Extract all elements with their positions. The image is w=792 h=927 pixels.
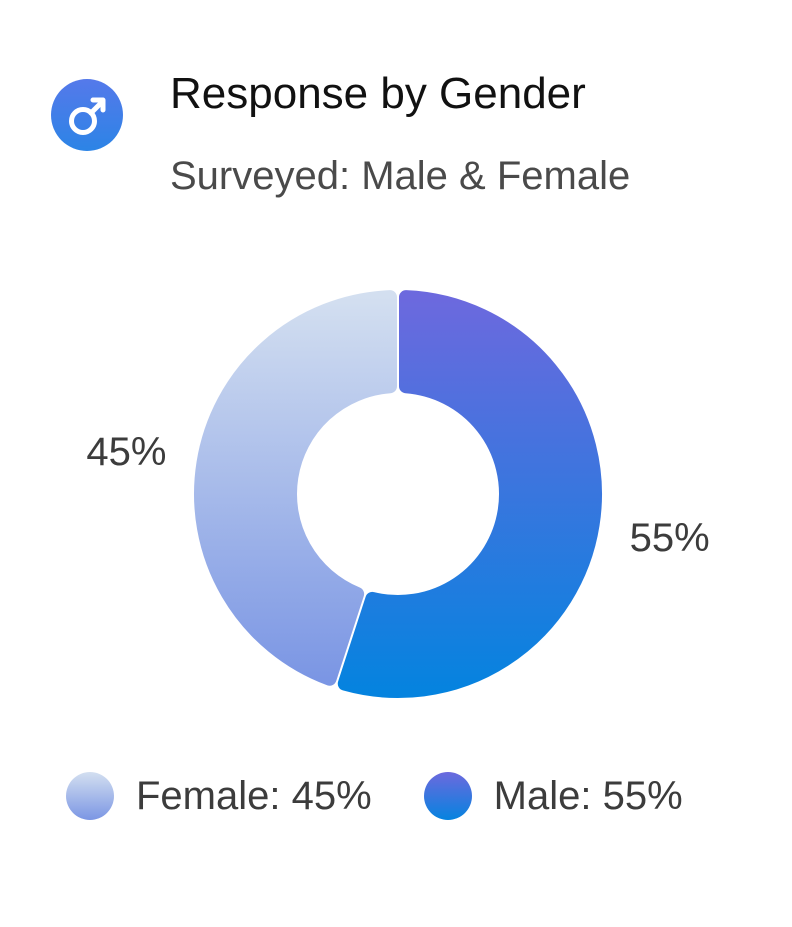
chart-title: Response by Gender xyxy=(170,69,586,118)
chart-subtitle: Surveyed: Male & Female xyxy=(170,154,631,198)
slice-female xyxy=(194,290,398,686)
data-label-male: 55% xyxy=(630,516,710,560)
data-label-female: 45% xyxy=(86,430,166,474)
male-symbol-glyph xyxy=(69,97,106,135)
chart-legend: Female: 45% Male: 55% xyxy=(66,772,735,820)
slice-male xyxy=(337,290,602,698)
donut-chart: 45% 55% xyxy=(86,290,710,698)
legend-item-female: Female: 45% xyxy=(66,772,372,820)
legend-item-male: Male: 55% xyxy=(423,772,683,820)
legend-swatch-female xyxy=(66,772,114,820)
legend-swatch-male xyxy=(423,772,472,820)
legend-label-female: Female: 45% xyxy=(136,774,372,818)
male-symbol-icon xyxy=(51,79,123,151)
legend-label-male: Male: 55% xyxy=(493,774,683,818)
